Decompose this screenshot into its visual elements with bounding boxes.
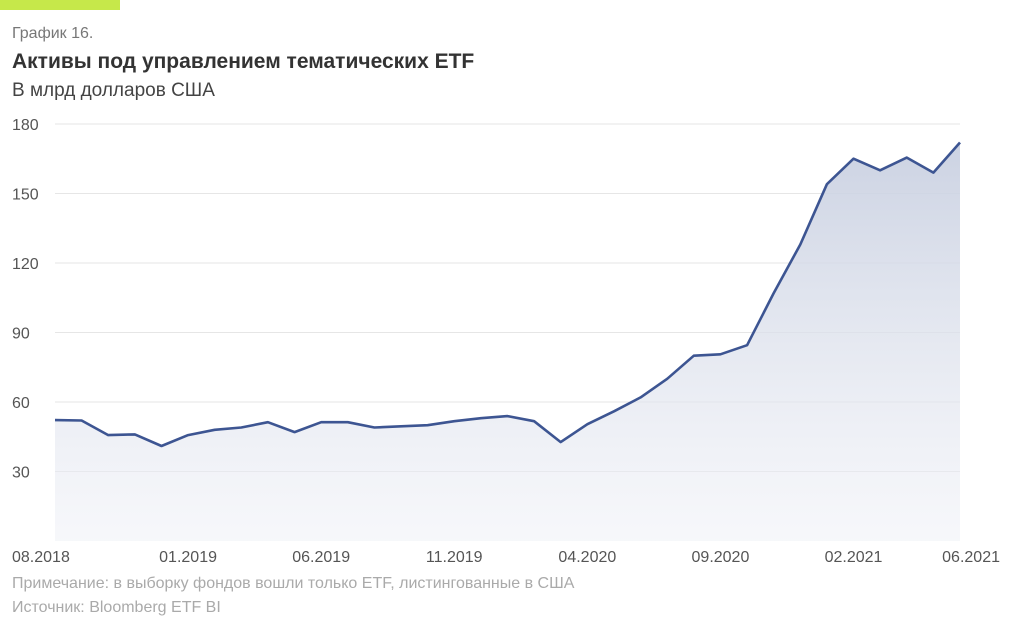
x-tick-label: 06.2019: [292, 549, 350, 566]
x-tick-label: 01.2019: [159, 549, 217, 566]
x-tick-label: 02.2021: [825, 549, 883, 566]
series-line: [54, 141, 961, 448]
y-tick-label: 30: [12, 465, 30, 482]
y-tick-label: 120: [12, 256, 39, 273]
y-tick-label: 90: [12, 326, 30, 343]
y-tick-label: 60: [12, 395, 30, 412]
chart-number: График 16.: [12, 25, 94, 42]
y-tick-label: 150: [12, 187, 39, 204]
x-tick-label: 08.2018: [12, 549, 70, 566]
x-tick-label: 09.2020: [692, 549, 750, 566]
chart-subtitle: В млрд долларов США: [12, 80, 215, 101]
accent-bar: [0, 0, 120, 10]
footnote: Примечание: в выборку фондов вошли тольк…: [12, 575, 575, 592]
source: Источник: Bloomberg ETF BI: [12, 599, 221, 616]
x-tick-label: 04.2020: [558, 549, 616, 566]
x-tick-label: 06.2021: [942, 549, 1000, 566]
chart-title: Активы под управлением тематических ETF: [12, 50, 475, 73]
series-area: [55, 142, 960, 541]
y-tick-label: 180: [12, 117, 39, 134]
x-tick-label: 11.2019: [426, 549, 483, 566]
